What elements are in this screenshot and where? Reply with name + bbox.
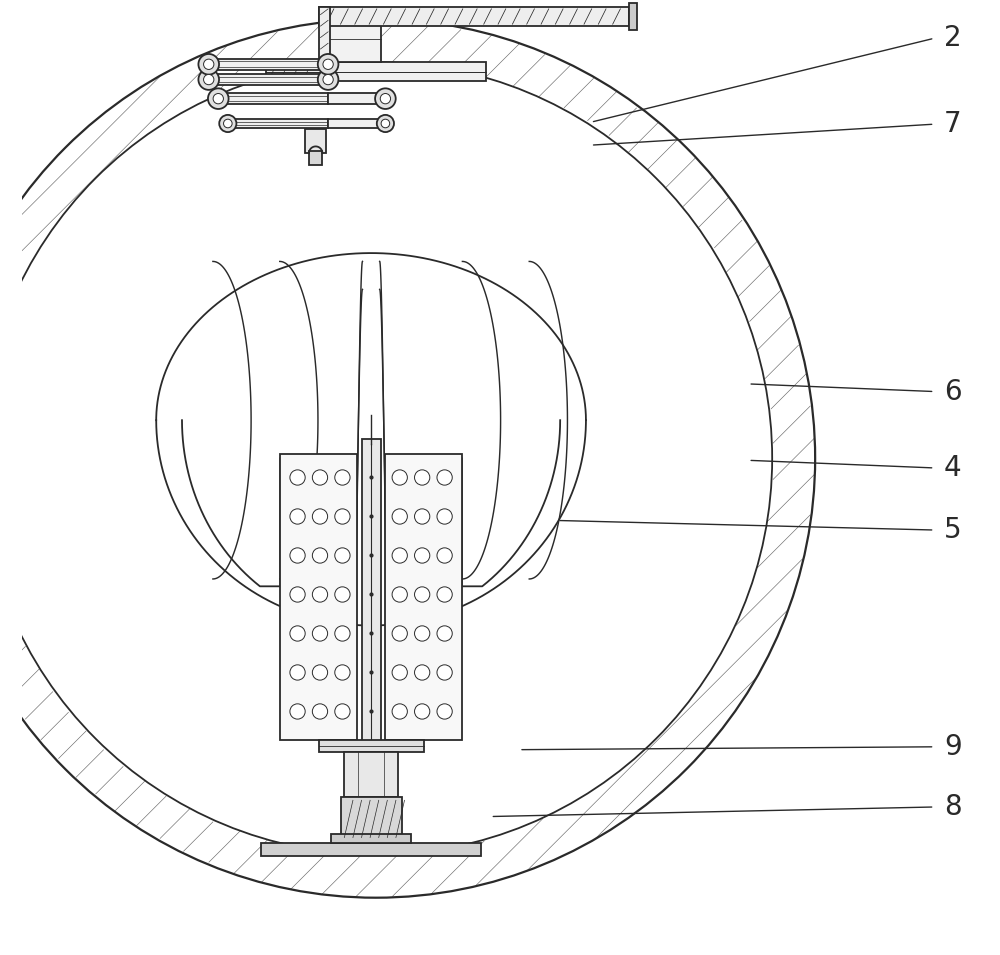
Circle shape <box>198 70 219 90</box>
Text: 5: 5 <box>944 516 962 544</box>
Bar <box>266 62 486 81</box>
Circle shape <box>392 665 407 680</box>
Circle shape <box>312 586 328 602</box>
Circle shape <box>392 704 407 719</box>
Circle shape <box>392 548 407 563</box>
Bar <box>309 151 322 164</box>
Circle shape <box>290 665 305 680</box>
Circle shape <box>437 626 452 641</box>
Circle shape <box>312 470 328 485</box>
Circle shape <box>224 119 232 128</box>
Bar <box>331 834 411 843</box>
Bar <box>319 740 424 752</box>
Circle shape <box>204 59 214 70</box>
Circle shape <box>323 59 333 70</box>
Circle shape <box>318 54 338 74</box>
Circle shape <box>290 470 305 485</box>
Text: 6: 6 <box>944 377 962 406</box>
Circle shape <box>335 665 350 680</box>
Text: 7: 7 <box>944 110 962 138</box>
Bar <box>344 752 398 797</box>
Circle shape <box>318 70 338 90</box>
Bar <box>319 7 629 26</box>
Circle shape <box>219 115 236 132</box>
Circle shape <box>415 509 430 524</box>
Text: 9: 9 <box>944 732 962 761</box>
Circle shape <box>312 509 328 524</box>
Circle shape <box>377 115 394 132</box>
Circle shape <box>290 626 305 641</box>
Circle shape <box>437 704 452 719</box>
Circle shape <box>375 89 396 109</box>
Circle shape <box>290 548 305 563</box>
Circle shape <box>312 704 328 719</box>
Circle shape <box>392 586 407 602</box>
Circle shape <box>437 470 452 485</box>
Circle shape <box>392 509 407 524</box>
Circle shape <box>437 586 452 602</box>
Circle shape <box>335 704 350 719</box>
Circle shape <box>290 586 305 602</box>
Circle shape <box>381 119 390 128</box>
Circle shape <box>335 626 350 641</box>
Circle shape <box>290 509 305 524</box>
Circle shape <box>392 626 407 641</box>
Bar <box>629 3 637 30</box>
Text: 2: 2 <box>944 24 962 53</box>
Circle shape <box>437 548 452 563</box>
Bar <box>218 93 328 104</box>
Bar <box>323 10 381 62</box>
Circle shape <box>437 509 452 524</box>
Circle shape <box>380 94 391 104</box>
Bar <box>362 439 381 750</box>
Circle shape <box>335 548 350 563</box>
Circle shape <box>415 470 430 485</box>
Circle shape <box>0 62 772 855</box>
Bar <box>319 7 330 65</box>
Circle shape <box>437 665 452 680</box>
Circle shape <box>323 74 333 85</box>
Bar <box>305 129 326 153</box>
Circle shape <box>335 509 350 524</box>
Circle shape <box>208 89 229 109</box>
Text: 8: 8 <box>944 793 962 821</box>
Circle shape <box>204 74 214 85</box>
Bar <box>385 454 462 740</box>
Bar <box>341 797 402 840</box>
Circle shape <box>312 626 328 641</box>
Bar <box>228 118 328 128</box>
Circle shape <box>198 54 219 74</box>
Circle shape <box>415 626 430 641</box>
Circle shape <box>335 470 350 485</box>
Circle shape <box>415 548 430 563</box>
Circle shape <box>335 586 350 602</box>
Bar <box>261 843 481 856</box>
Bar <box>328 118 385 128</box>
Circle shape <box>392 470 407 485</box>
Bar <box>209 74 328 85</box>
Circle shape <box>312 548 328 563</box>
Bar <box>328 93 385 104</box>
Circle shape <box>415 704 430 719</box>
Bar <box>280 454 357 740</box>
Circle shape <box>312 665 328 680</box>
Circle shape <box>415 665 430 680</box>
Circle shape <box>213 94 223 104</box>
Text: 4: 4 <box>944 454 962 482</box>
Bar <box>209 58 328 70</box>
Circle shape <box>415 586 430 602</box>
Circle shape <box>290 704 305 719</box>
